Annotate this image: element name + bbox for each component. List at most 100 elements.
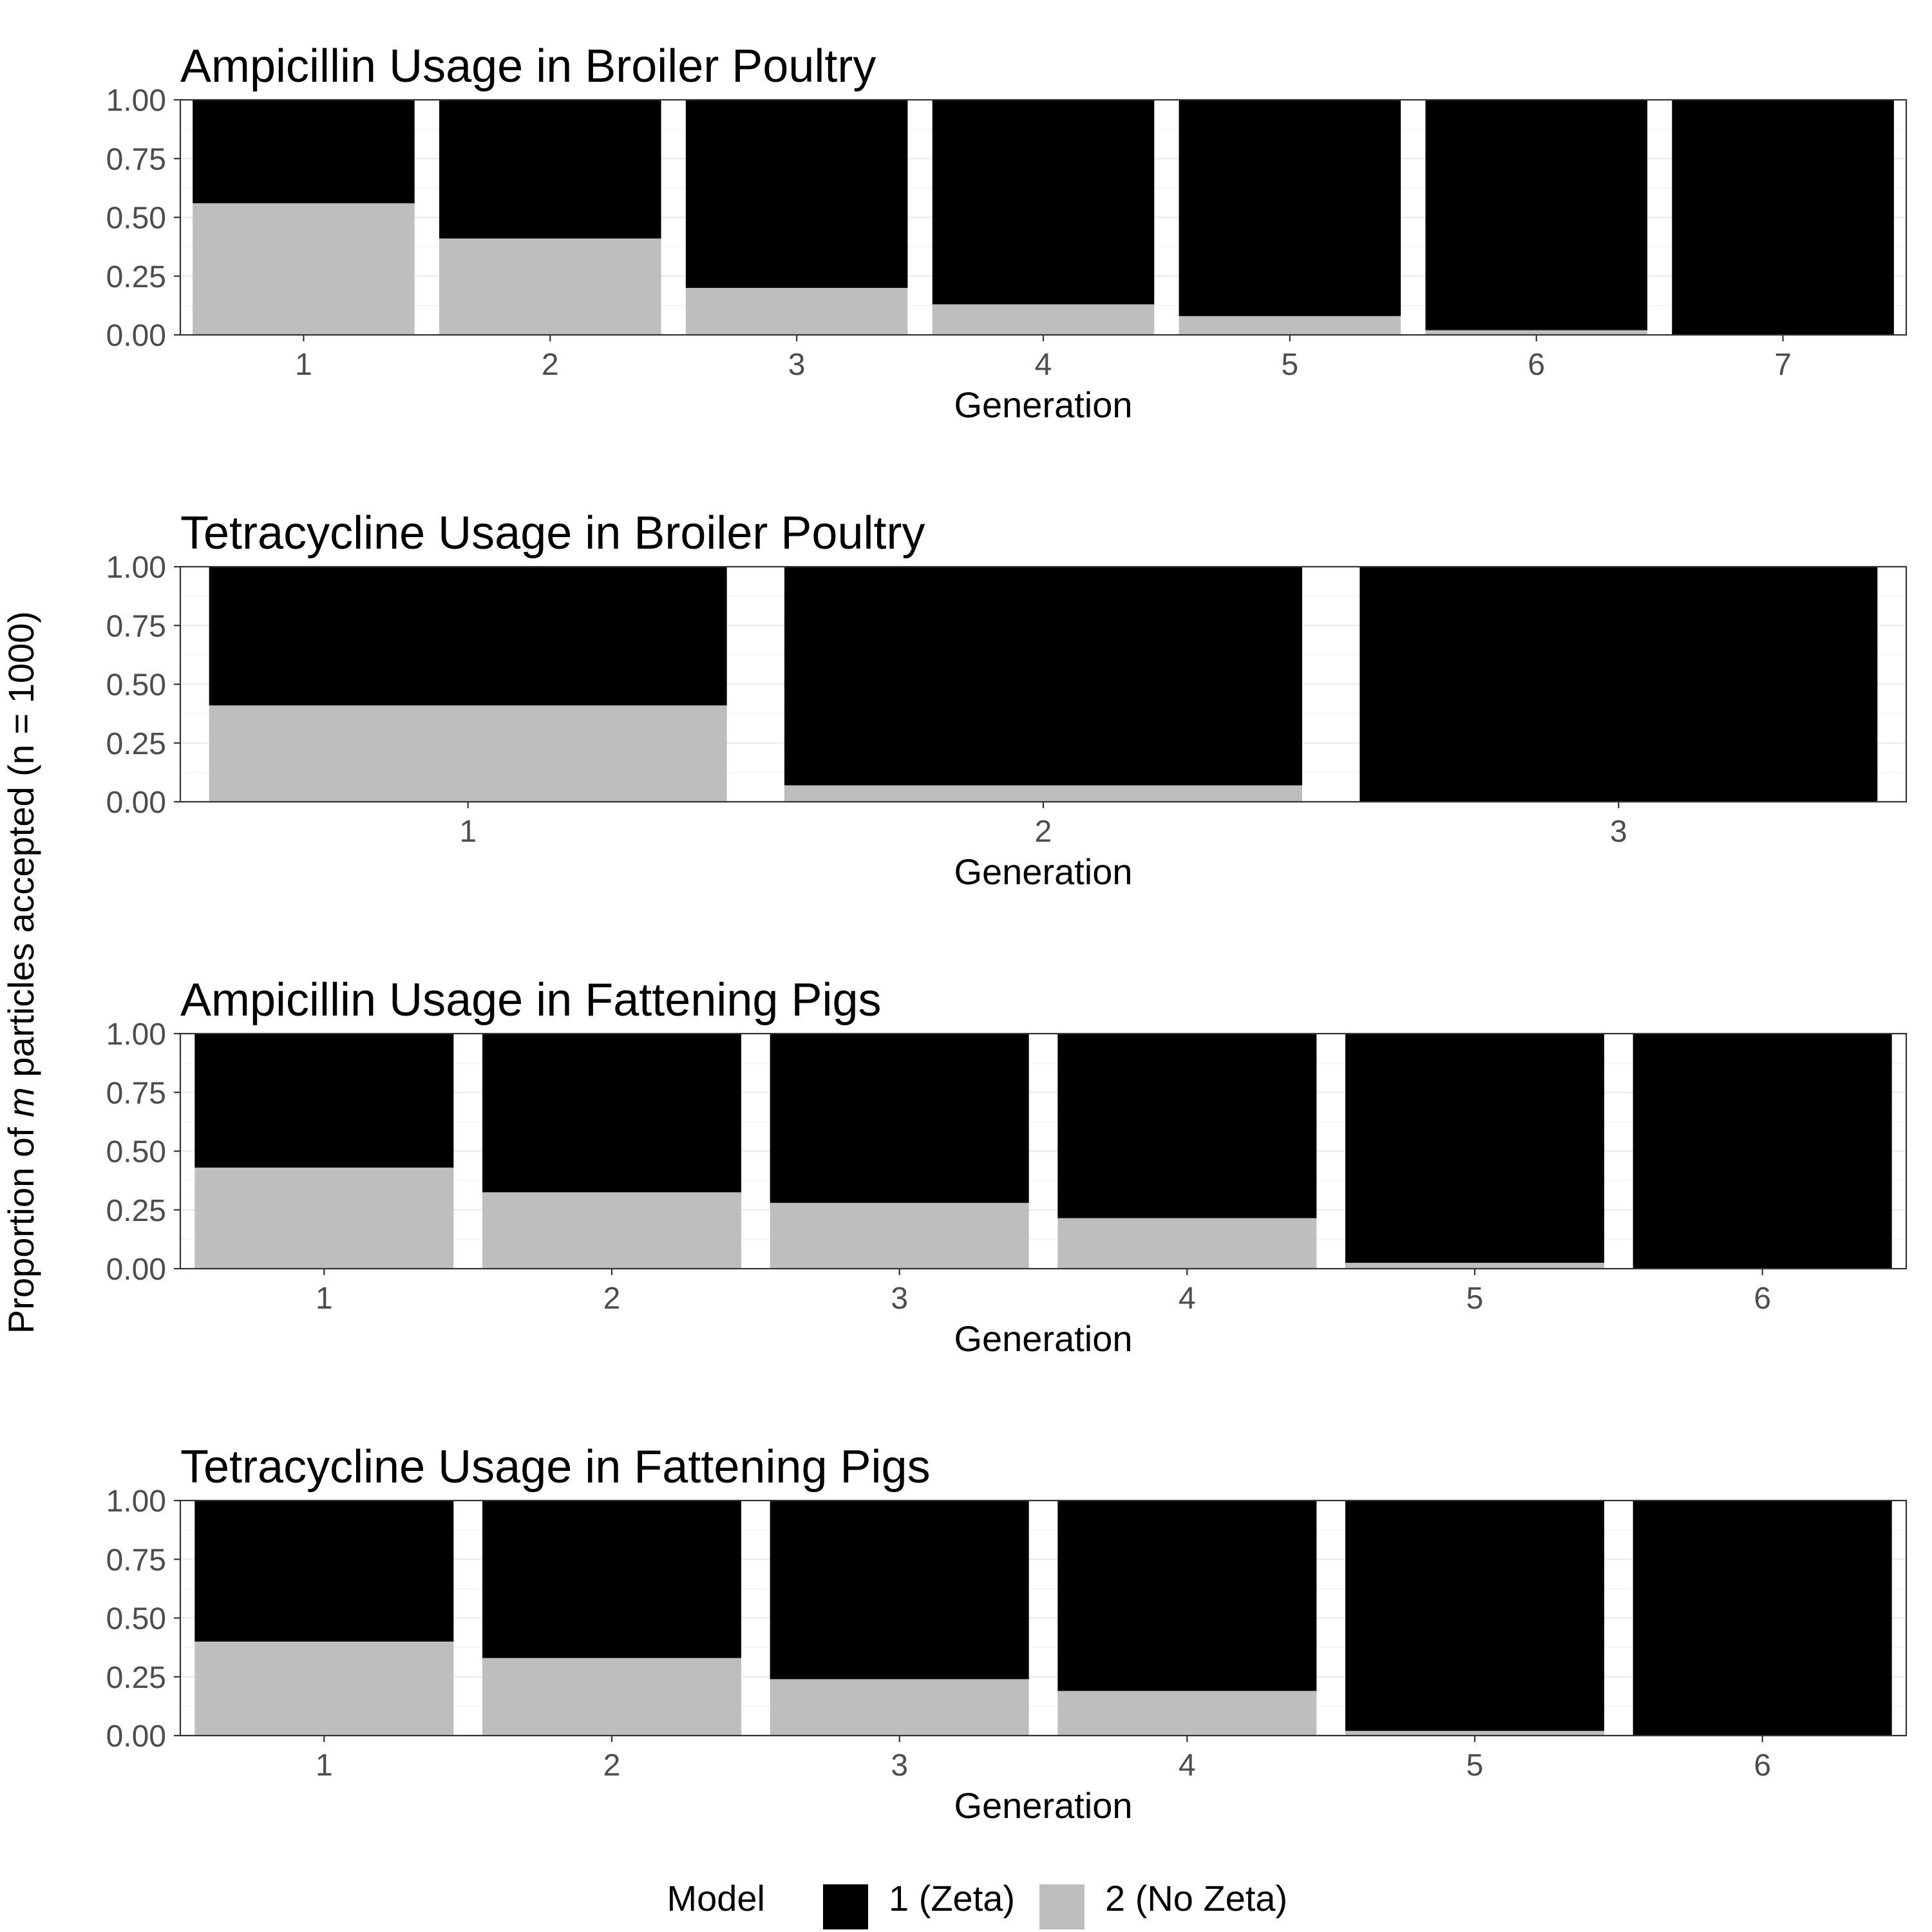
bar-zeta-gen-3 bbox=[770, 1501, 1029, 1680]
x-tick-label: 1 bbox=[316, 1748, 333, 1783]
y-tick-label: 1.00 bbox=[106, 1484, 166, 1519]
y-tick-label: 0.50 bbox=[106, 202, 166, 236]
x-tick-label: 2 bbox=[603, 1282, 621, 1316]
panel-title: Ampicillin Usage in Broiler Poultry bbox=[180, 41, 876, 92]
bar-zeta-gen-7 bbox=[1672, 100, 1894, 335]
x-tick-label: 6 bbox=[1528, 348, 1545, 382]
y-axis-title-prefix: Proportion of bbox=[1, 1117, 41, 1334]
bar-no-zeta-gen-3 bbox=[685, 288, 908, 335]
bar-no-zeta-gen-5 bbox=[1179, 316, 1401, 335]
x-tick-label: 2 bbox=[1035, 815, 1052, 849]
bar-zeta-gen-6 bbox=[1425, 100, 1647, 330]
bar-no-zeta-gen-5 bbox=[1345, 1730, 1604, 1736]
y-tick-label: 0.25 bbox=[106, 1661, 166, 1695]
bar-zeta-gen-1 bbox=[194, 1034, 454, 1168]
panel-border bbox=[179, 565, 1908, 803]
bar-zeta-gen-2 bbox=[482, 1034, 741, 1193]
y-tick-label: 0.00 bbox=[106, 319, 166, 353]
y-tick-label: 0.00 bbox=[106, 1719, 166, 1754]
bar-no-zeta-gen-3 bbox=[770, 1202, 1029, 1269]
y-tick-label: 0.75 bbox=[106, 142, 166, 176]
y-axis-title-suffix: particles accepted (n = 1000) bbox=[1, 611, 41, 1087]
bar-no-zeta-gen-3 bbox=[770, 1679, 1029, 1736]
y-tick-label: 1.00 bbox=[106, 84, 166, 118]
y-tick-label: 0.50 bbox=[106, 1135, 166, 1170]
bar-zeta-gen-4 bbox=[1057, 1501, 1317, 1691]
bar-zeta-gen-2 bbox=[482, 1501, 741, 1658]
panel-border bbox=[179, 1499, 1908, 1737]
legend-key-zeta bbox=[823, 1884, 868, 1929]
legend-label-no-zeta: 2 (No Zeta) bbox=[1105, 1878, 1287, 1918]
bar-zeta-gen-1 bbox=[193, 100, 415, 204]
y-tick-label: 0.25 bbox=[106, 1194, 166, 1228]
panel-border bbox=[179, 99, 1908, 336]
bar-no-zeta-gen-5 bbox=[1345, 1262, 1604, 1269]
bar-no-zeta-gen-1 bbox=[194, 1642, 454, 1736]
bar-zeta-gen-1 bbox=[194, 1501, 454, 1642]
bar-no-zeta-gen-4 bbox=[932, 304, 1155, 335]
x-axis-title: Generation bbox=[954, 1785, 1132, 1826]
x-axis-title: Generation bbox=[954, 384, 1132, 425]
bar-no-zeta-gen-1 bbox=[194, 1168, 454, 1269]
x-tick-label: 1 bbox=[295, 348, 312, 382]
x-tick-label: 6 bbox=[1754, 1748, 1771, 1783]
bar-zeta-gen-6 bbox=[1633, 1034, 1892, 1269]
bar-zeta-gen-2 bbox=[784, 567, 1302, 786]
legend-label-zeta: 1 (Zeta) bbox=[889, 1878, 1015, 1918]
bar-no-zeta-gen-2 bbox=[784, 785, 1302, 802]
bar-no-zeta-gen-2 bbox=[482, 1658, 741, 1736]
panels: Ampicillin Usage in Broiler Poultry 1 2 3 4 5… bbox=[106, 41, 1908, 1826]
panel-1: Ampicillin Usage in Broiler Poultry 1 2 3 4 5… bbox=[106, 41, 1908, 425]
bar-zeta-gen-5 bbox=[1345, 1034, 1604, 1263]
bar-zeta-gen-3 bbox=[685, 100, 908, 288]
y-tick-label: 0.25 bbox=[106, 260, 166, 294]
x-tick-label: 5 bbox=[1466, 1748, 1484, 1783]
bar-no-zeta-gen-1 bbox=[209, 705, 727, 802]
y-tick-label: 0.50 bbox=[106, 1602, 166, 1636]
x-tick-label: 4 bbox=[1035, 348, 1052, 382]
legend-key-no-zeta bbox=[1039, 1884, 1084, 1929]
y-tick-label: 0.75 bbox=[106, 609, 166, 643]
y-tick-label: 1.00 bbox=[106, 551, 166, 585]
x-tick-label: 5 bbox=[1282, 348, 1299, 382]
x-tick-label: 3 bbox=[891, 1748, 908, 1783]
y-axis-title: Proportion of m particles accepted (n = … bbox=[1, 611, 41, 1334]
bar-zeta-gen-5 bbox=[1345, 1501, 1604, 1731]
bar-zeta-gen-4 bbox=[1057, 1034, 1317, 1218]
y-tick-label: 0.75 bbox=[106, 1076, 166, 1110]
bar-zeta-gen-3 bbox=[1359, 567, 1878, 802]
bar-no-zeta-gen-1 bbox=[193, 203, 415, 335]
bar-no-zeta-gen-4 bbox=[1057, 1690, 1317, 1736]
y-tick-label: 0.00 bbox=[106, 786, 166, 820]
x-tick-label: 3 bbox=[788, 348, 806, 382]
x-tick-label: 4 bbox=[1179, 1748, 1196, 1783]
bar-zeta-gen-6 bbox=[1633, 1501, 1892, 1736]
bar-no-zeta-gen-2 bbox=[439, 238, 661, 335]
bar-zeta-gen-4 bbox=[932, 100, 1155, 305]
x-tick-label: 4 bbox=[1179, 1282, 1196, 1316]
y-tick-label: 0.00 bbox=[106, 1253, 166, 1287]
y-tick-label: 0.25 bbox=[106, 727, 166, 761]
panel-3: Ampicillin Usage in Fattening Pigs 1 2 3 4 5 6… bbox=[106, 974, 1908, 1359]
x-tick-label: 5 bbox=[1466, 1282, 1484, 1316]
panel-4: Tetracycline Usage in Fattening Pigs 1 2 3 4… bbox=[106, 1441, 1908, 1826]
x-tick-label: 1 bbox=[316, 1282, 333, 1316]
y-axis-title-italic: m bbox=[1, 1087, 41, 1117]
panel-title: Ampicillin Usage in Fattening Pigs bbox=[180, 974, 882, 1026]
x-tick-label: 7 bbox=[1774, 348, 1792, 382]
panel-title: Tetracycline Usage in Broiler Poultry bbox=[180, 507, 925, 559]
legend-title: Model bbox=[667, 1878, 765, 1918]
y-tick-label: 1.00 bbox=[106, 1018, 166, 1052]
x-tick-label: 6 bbox=[1754, 1282, 1771, 1316]
bar-zeta-gen-2 bbox=[439, 100, 661, 239]
legend: Model 1 (Zeta) 2 (No Zeta) bbox=[667, 1878, 1287, 1929]
bar-zeta-gen-3 bbox=[770, 1034, 1029, 1203]
x-axis-title: Generation bbox=[954, 1318, 1132, 1359]
panel-2: Tetracycline Usage in Broiler Poultry 1 2 3… bbox=[106, 507, 1908, 892]
bar-zeta-gen-1 bbox=[209, 567, 727, 706]
bar-no-zeta-gen-4 bbox=[1057, 1218, 1317, 1269]
bar-no-zeta-gen-2 bbox=[482, 1192, 741, 1269]
x-tick-label: 1 bbox=[459, 815, 477, 849]
y-tick-label: 0.75 bbox=[106, 1543, 166, 1577]
